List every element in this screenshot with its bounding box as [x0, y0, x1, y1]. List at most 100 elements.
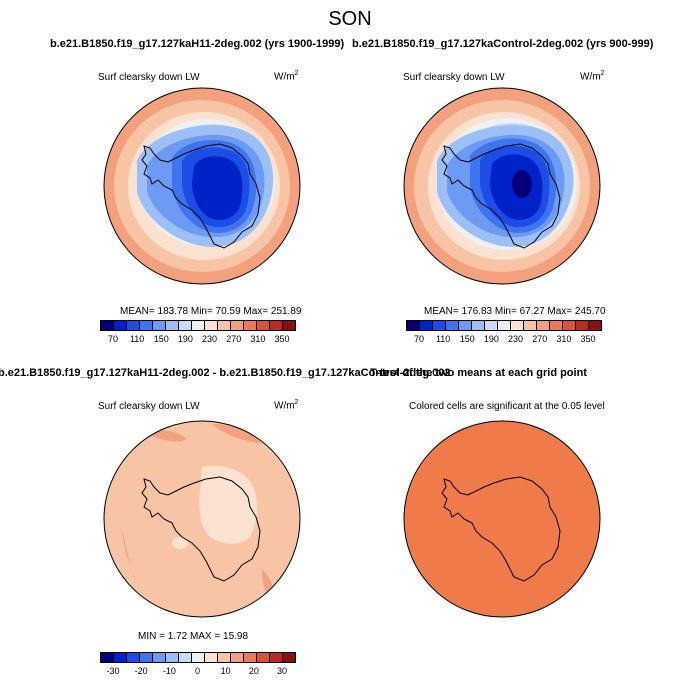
map-boundary [103, 87, 301, 285]
panel-3-header: b.e21.B1850.f19_g17.127kaH11-2deg.002 - … [0, 367, 451, 379]
colorbar-2-swatch [549, 320, 563, 331]
panel-4-header: T-test of the two means at each grid poi… [370, 367, 587, 379]
colorbar-1-tick-label: 270 [226, 334, 242, 344]
colorbar-1-tick-label: 310 [250, 334, 266, 344]
panel-4-note: Colored cells are significant at the 0.0… [409, 401, 605, 412]
colorbar-2-swatch [406, 320, 420, 331]
colorbar-1-swatch [217, 320, 231, 331]
colorbar-3-tick-label: -30 [106, 666, 120, 676]
colorbar-3-swatch [217, 652, 231, 663]
colorbar-2-swatch [536, 320, 550, 331]
panel-3-variable: Surf clearsky down LW [98, 401, 200, 412]
antarctica-coastline [441, 476, 561, 582]
antarctica-coastline [441, 143, 561, 249]
colorbar-3-tick-label: 30 [276, 666, 288, 676]
colorbar-1-swatch [204, 320, 218, 331]
panel-2-variable: Surf clearsky down LW [403, 72, 505, 83]
colorbar-2-swatch [562, 320, 576, 331]
colorbar-3-swatch [100, 652, 114, 663]
colorbar-1-swatch [139, 320, 153, 331]
colorbar-3-swatch [152, 652, 166, 663]
colorbar-1-swatch [126, 320, 140, 331]
map-boundary [403, 87, 601, 285]
colorbar-2-swatch [575, 320, 589, 331]
panel-2-colorbar: 70 110 150 190 230 270 310 350 [406, 320, 602, 352]
map-boundary [403, 420, 601, 618]
colorbar-2-swatch [497, 320, 511, 331]
panel-2-units: W/m2 [580, 70, 605, 83]
colorbar-2-tick-label: 150 [459, 334, 475, 344]
colorbar-2-swatch [510, 320, 524, 331]
colorbar-1-swatch [165, 320, 179, 331]
colorbar-2-tick-label: 350 [580, 334, 596, 344]
colorbar-2-swatch [588, 320, 602, 331]
figure-title: SON [328, 8, 372, 30]
panel-2-map [403, 87, 601, 285]
panel-4-map [403, 420, 601, 618]
colorbar-1-swatch [191, 320, 205, 331]
panel-1-header: b.e21.B1850.f19_g17.127kaH11-2deg.002 (y… [50, 38, 345, 50]
map-boundary [103, 420, 301, 618]
panel-2-header: b.e21.B1850.f19_g17.127kaControl-2deg.00… [352, 38, 654, 50]
colorbar-1-tick-label: 110 [129, 334, 145, 344]
colorbar-3-tick-label: -10 [162, 666, 176, 676]
colorbar-3-swatch [204, 652, 218, 663]
panel-3-stats: MIN = 1.72 MAX = 15.98 [138, 631, 249, 642]
panel-2-stats: MEAN= 176.83 Min= 67.27 Max= 245.70 [424, 306, 606, 317]
panel-3-map [103, 420, 301, 618]
colorbar-1-tick-label: 190 [177, 334, 193, 344]
field-band-11 [512, 170, 532, 198]
colorbar-2-swatch [419, 320, 433, 331]
colorbar-3-swatch [269, 652, 283, 663]
colorbar-2-tick-label: 110 [435, 334, 451, 344]
colorbar-1-tick-label: 230 [202, 334, 218, 344]
field-band-7 [172, 537, 188, 549]
colorbar-2-swatch [458, 320, 472, 331]
panel-1-variable: Surf clearsky down LW [98, 72, 200, 83]
colorbar-3-swatch [139, 652, 153, 663]
colorbar-3-tick-label: 10 [220, 666, 231, 676]
colorbar-1-tick-label: 150 [153, 334, 169, 344]
colorbar-1-swatch [100, 320, 114, 331]
colorbar-1-tick-label: 350 [274, 334, 290, 344]
colorbar-3-swatch [282, 652, 296, 663]
colorbar-3-tick-label: 0 [194, 666, 201, 676]
colorbar-3-swatch [230, 652, 244, 663]
colorbar-2-tick-label: 190 [483, 334, 499, 344]
field-band-2 [147, 430, 187, 442]
field-band-6 [199, 465, 258, 544]
colorbar-1-swatch [256, 320, 270, 331]
panel-1-colorbar: 70 110 150 190 230 270 310 350 [100, 320, 296, 352]
panel-1-stats: MEAN= 183.78 Min= 70.59 Max= 251.89 [120, 306, 302, 317]
colorbar-2-tick-label: 310 [556, 334, 572, 344]
colorbar-3-tick-label: 20 [248, 666, 259, 676]
colorbar-2-swatch [445, 320, 459, 331]
significance-fill [404, 421, 600, 617]
colorbar-2-swatch [484, 320, 498, 331]
colorbar-1-swatch [152, 320, 166, 331]
colorbar-1-swatch [230, 320, 244, 331]
antarctica-coastline [141, 476, 261, 582]
colorbar-3-tick-label: -20 [134, 666, 148, 676]
colorbar-1-swatch [178, 320, 192, 331]
colorbar-1-swatch [243, 320, 257, 331]
colorbar-1-swatch [282, 320, 296, 331]
antarctica-coastline [141, 143, 261, 249]
colorbar-2-swatch [432, 320, 446, 331]
colorbar-3-swatch [243, 652, 257, 663]
colorbar-1-tick-label: 70 [107, 334, 119, 344]
panel-3-colorbar: -30 -20 -10 0 10 20 30 [100, 652, 296, 684]
colorbar-1-swatch [113, 320, 127, 331]
panel-1-units: W/m2 [274, 70, 299, 83]
panel-1-map [103, 87, 301, 285]
colorbar-1-swatch [269, 320, 283, 331]
colorbar-3-swatch [126, 652, 140, 663]
colorbar-3-swatch [113, 652, 127, 663]
colorbar-3-swatch [178, 652, 192, 663]
colorbar-3-swatch [256, 652, 270, 663]
colorbar-2-tick-label: 270 [532, 334, 548, 344]
colorbar-3-swatch [165, 652, 179, 663]
colorbar-3-swatch [191, 652, 205, 663]
colorbar-2-tick-label: 70 [413, 334, 425, 344]
field-band-10 [192, 156, 243, 220]
